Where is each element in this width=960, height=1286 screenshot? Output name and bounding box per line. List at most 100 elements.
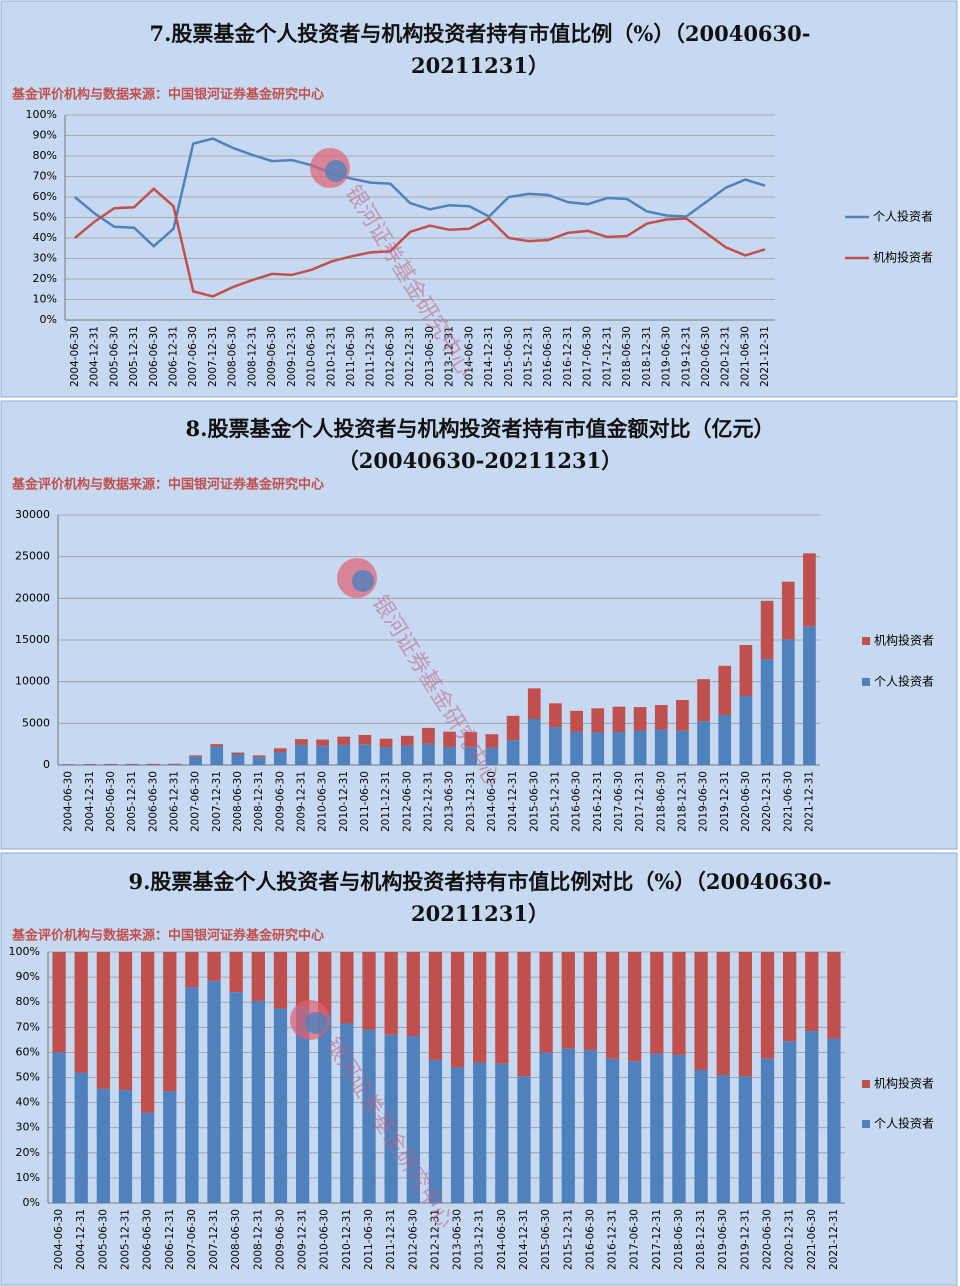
x-tick-label: 2013-06-30 xyxy=(452,1209,464,1270)
bar xyxy=(295,744,308,765)
x-tick-label: 2015-06-30 xyxy=(503,326,515,387)
x-tick-label: 2017-12-31 xyxy=(601,326,613,387)
bar xyxy=(495,1063,509,1203)
x-tick-label: 2004-12-31 xyxy=(89,326,101,387)
bar xyxy=(633,730,647,765)
x-tick-label: 2010-12-31 xyxy=(341,1209,353,1270)
bar xyxy=(506,740,520,765)
x-tick-label: 2012-06-30 xyxy=(384,326,396,387)
bar xyxy=(295,739,308,745)
panel xyxy=(0,0,958,398)
bar xyxy=(422,743,435,765)
bar xyxy=(450,952,465,1068)
x-tick-label: 2018-12-31 xyxy=(641,326,653,387)
line xyxy=(74,137,766,248)
x-tick-label: 2011-12-31 xyxy=(365,326,377,387)
bar xyxy=(337,744,351,765)
bar xyxy=(189,755,202,757)
bar xyxy=(591,732,605,765)
bar xyxy=(163,952,177,1092)
x-tick-label: 2020-06-30 xyxy=(700,326,712,387)
y-tick-label: 60% xyxy=(16,1045,40,1058)
subtitle: 基金评价机构与数据来源：中国银河证券基金研究中心 xyxy=(11,87,324,103)
bar xyxy=(400,735,414,746)
x-tick-label: 2014-12-31 xyxy=(518,1209,530,1270)
bar xyxy=(210,746,224,765)
x-tick-label: 2009-12-31 xyxy=(297,1209,309,1270)
bar xyxy=(384,1034,398,1203)
x-tick-label: 2006-06-30 xyxy=(148,326,160,387)
legend-label: 机构投资者 xyxy=(874,1076,934,1091)
bar xyxy=(74,1072,88,1203)
x-tick-label: 2019-06-30 xyxy=(661,326,673,387)
bar xyxy=(428,952,443,1060)
x-tick-label: 2016-12-31 xyxy=(592,771,604,832)
bar xyxy=(739,696,753,765)
bar xyxy=(760,659,774,765)
bar xyxy=(251,952,265,1001)
chart-title: 9.股票基金个人投资者与机构投资者持有市值比例对比（%）（20040630-20… xyxy=(128,869,832,926)
bar xyxy=(140,952,155,1113)
bar xyxy=(473,1062,487,1203)
x-tick-label: 2019-06-30 xyxy=(717,1209,729,1270)
x-tick-label: 2007-06-30 xyxy=(187,326,199,387)
bar xyxy=(570,731,583,765)
x-tick-label: 2010-06-30 xyxy=(306,326,318,387)
bar xyxy=(716,952,730,1075)
x-tick-label: 2017-06-30 xyxy=(582,326,594,387)
bar xyxy=(738,952,753,1077)
bar xyxy=(316,739,329,746)
y-tick-label: 25000 xyxy=(15,550,50,563)
bar xyxy=(485,747,499,765)
bar xyxy=(570,710,583,732)
bar xyxy=(506,715,520,741)
y-tick-label: 40% xyxy=(33,231,57,244)
x-tick-label: 2010-12-31 xyxy=(338,771,350,832)
bar xyxy=(760,952,775,1059)
x-tick-label: 2013-12-31 xyxy=(444,326,456,387)
watermark-logo xyxy=(305,1012,327,1034)
bar xyxy=(654,729,668,765)
bar xyxy=(464,746,478,765)
y-tick-label: 100% xyxy=(26,108,57,121)
y-tick-label: 50% xyxy=(33,211,57,224)
bar xyxy=(406,952,420,1037)
x-tick-label: 2012-12-31 xyxy=(422,771,434,832)
x-tick-label: 2005-06-30 xyxy=(108,326,120,387)
bar xyxy=(318,1013,332,1203)
y-tick-label: 5000 xyxy=(22,716,50,729)
bar xyxy=(718,665,732,715)
bar xyxy=(517,1076,531,1203)
bar xyxy=(694,952,708,1070)
x-tick-label: 2020-06-30 xyxy=(740,771,752,832)
bar xyxy=(163,1091,177,1203)
legend-label: 个人投资者 xyxy=(874,674,934,689)
x-tick-label: 2019-12-31 xyxy=(680,326,692,387)
bar xyxy=(738,1076,753,1203)
x-tick-label: 2019-12-31 xyxy=(739,1209,751,1270)
bar xyxy=(189,756,202,765)
x-tick-label: 2012-12-31 xyxy=(429,1209,441,1270)
y-tick-label: 80% xyxy=(33,149,57,162)
x-tick-label: 2014-06-30 xyxy=(486,771,498,832)
bar xyxy=(340,952,354,1024)
x-tick-label: 2020-06-30 xyxy=(762,1209,774,1270)
x-tick-label: 2018-12-31 xyxy=(676,771,688,832)
x-tick-label: 2021-12-31 xyxy=(803,771,815,832)
x-tick-label: 2018-12-31 xyxy=(695,1209,707,1270)
x-tick-label: 2018-06-30 xyxy=(621,326,633,387)
watermark-logo xyxy=(325,160,347,182)
bar xyxy=(340,1023,354,1203)
bar xyxy=(583,952,598,1050)
y-tick-label: 10% xyxy=(16,1171,40,1184)
legend-label: 机构投资者 xyxy=(874,633,934,648)
x-tick-label: 2017-12-31 xyxy=(651,1209,663,1270)
bar xyxy=(207,952,221,981)
bar xyxy=(676,730,689,765)
y-tick-label: 30% xyxy=(16,1121,40,1134)
bar xyxy=(318,952,332,1014)
bar xyxy=(118,952,133,1091)
bar xyxy=(464,732,478,747)
bar xyxy=(650,1053,664,1203)
